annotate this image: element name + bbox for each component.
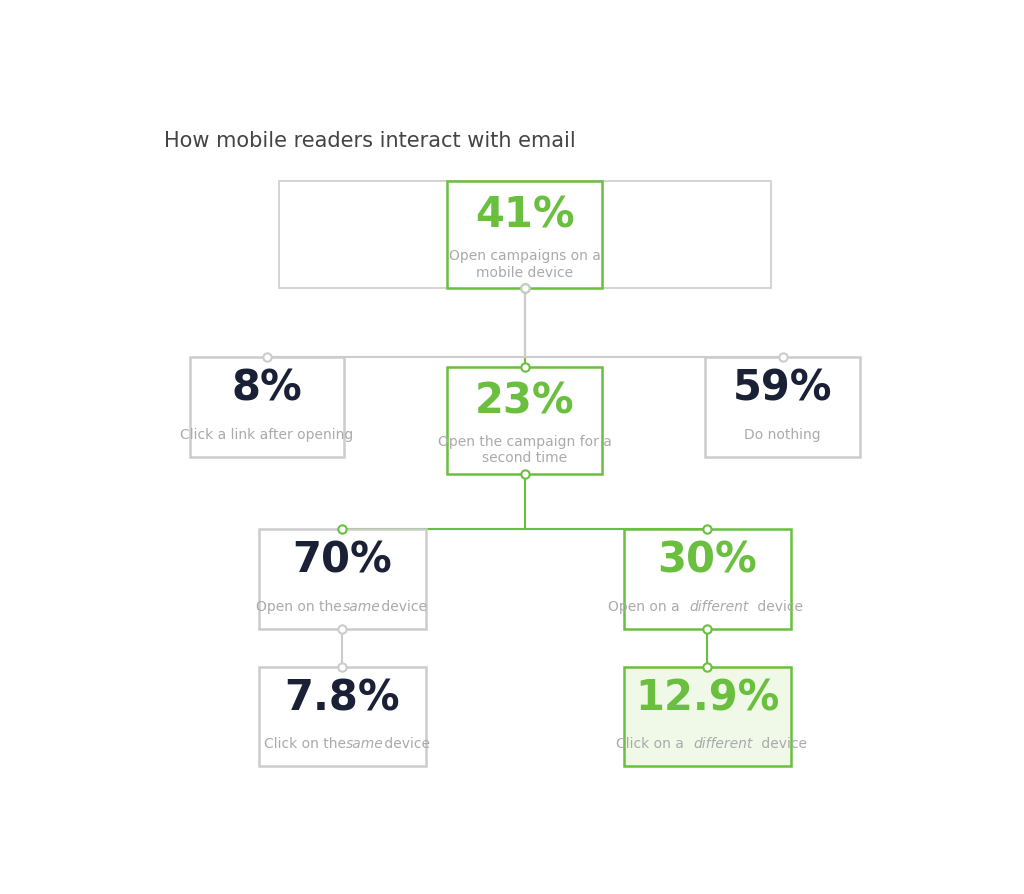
Text: Click on the: Click on the (263, 738, 350, 752)
Text: device: device (754, 600, 803, 614)
Text: Open campaigns on a
mobile device: Open campaigns on a mobile device (449, 249, 601, 280)
FancyBboxPatch shape (447, 181, 602, 288)
Text: device: device (381, 738, 430, 752)
FancyBboxPatch shape (189, 357, 344, 457)
Text: Click a link after opening: Click a link after opening (180, 427, 353, 442)
Text: same: same (346, 738, 384, 752)
Text: Do nothing: Do nothing (744, 427, 821, 442)
Text: Open on a: Open on a (608, 600, 684, 614)
FancyBboxPatch shape (624, 529, 791, 628)
Text: 7.8%: 7.8% (285, 678, 400, 720)
Text: different: different (693, 738, 753, 752)
Text: 8%: 8% (231, 367, 302, 409)
Text: Open on the: Open on the (256, 600, 346, 614)
FancyBboxPatch shape (447, 367, 602, 474)
Text: 23%: 23% (475, 380, 574, 422)
Text: device: device (377, 600, 427, 614)
Text: same: same (342, 600, 380, 614)
FancyBboxPatch shape (259, 529, 426, 628)
FancyBboxPatch shape (259, 667, 426, 766)
Text: How mobile readers interact with email: How mobile readers interact with email (164, 131, 575, 151)
FancyBboxPatch shape (706, 357, 860, 457)
Text: device: device (757, 738, 807, 752)
Text: Open the campaign for a
second time: Open the campaign for a second time (438, 435, 611, 466)
Text: 70%: 70% (293, 540, 392, 582)
Text: 41%: 41% (475, 194, 574, 236)
Text: Click on a: Click on a (616, 738, 688, 752)
Text: 59%: 59% (733, 367, 833, 409)
FancyBboxPatch shape (279, 181, 771, 288)
Text: 12.9%: 12.9% (635, 678, 779, 720)
FancyBboxPatch shape (624, 667, 791, 766)
Text: 30%: 30% (657, 540, 757, 582)
Text: different: different (689, 600, 749, 614)
